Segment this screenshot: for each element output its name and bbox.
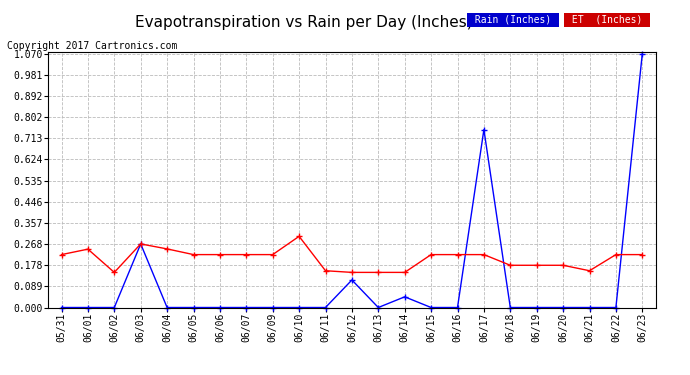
Text: Copyright 2017 Cartronics.com: Copyright 2017 Cartronics.com [7,41,177,51]
Text: Rain (Inches): Rain (Inches) [469,15,558,25]
Text: ET  (Inches): ET (Inches) [566,15,648,25]
Text: Evapotranspiration vs Rain per Day (Inches) 20170624: Evapotranspiration vs Rain per Day (Inch… [135,15,555,30]
